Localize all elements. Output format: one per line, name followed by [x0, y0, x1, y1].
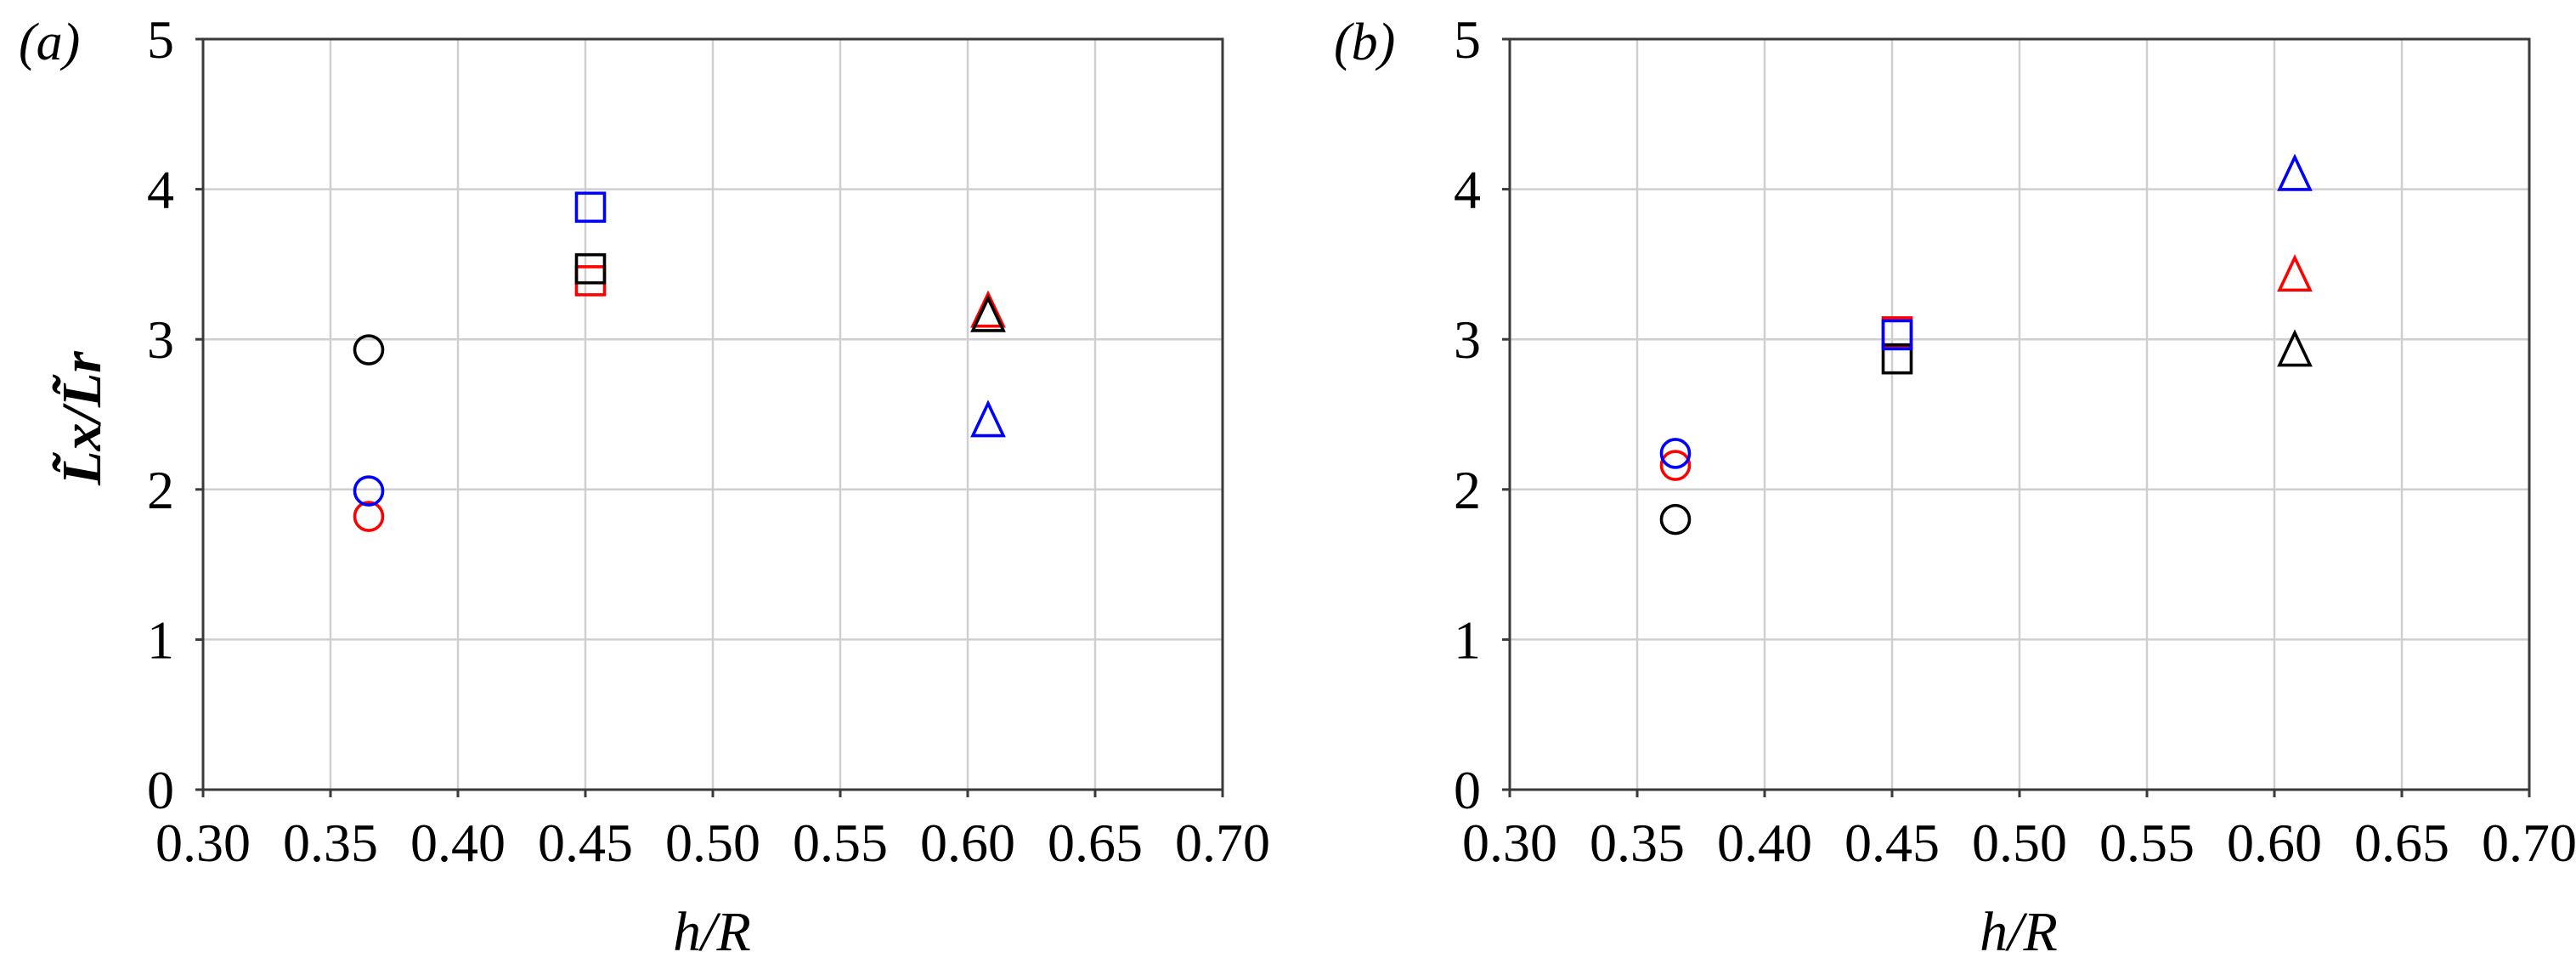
y-tick-label: 5 — [1454, 9, 1481, 70]
triangle-marker — [2277, 254, 2313, 292]
triangle-marker — [2277, 153, 2313, 191]
y-tick-label: 2 — [1454, 460, 1481, 520]
series-black — [353, 252, 1006, 366]
circle-marker — [353, 475, 385, 507]
x-tick-label: 0.65 — [1048, 813, 1143, 873]
series-blue — [353, 191, 1006, 507]
circle-marker — [1659, 438, 1692, 469]
circle-marker — [353, 501, 385, 532]
x-tick-label: 0.50 — [1972, 813, 2067, 873]
square-marker — [1881, 319, 1913, 351]
x-axis-title-b: h/R — [1980, 901, 2058, 963]
y-axis-title: L̃x/L̃r — [51, 350, 113, 486]
x-tick-label: 0.30 — [155, 813, 251, 873]
panel-a: (a) 0.30 0.35 0.40 0.45 0.50 0.55 0.60 0.65 0.70… — [19, 9, 1270, 963]
square-marker — [574, 191, 607, 224]
series-red — [1659, 254, 2313, 481]
circle-marker — [1659, 450, 1692, 481]
y-tick-label: 3 — [1454, 309, 1481, 370]
triangle-marker — [970, 400, 1006, 438]
y-tick-label: 1 — [147, 609, 174, 670]
y-tick-label: 4 — [147, 160, 174, 220]
x-tick-label: 0.70 — [2482, 813, 2576, 873]
circle-marker — [353, 334, 385, 366]
circle-marker — [1659, 503, 1692, 536]
x-tick-label: 0.40 — [1717, 813, 1812, 873]
x-tick-label: 0.45 — [1844, 813, 1940, 873]
square-marker — [574, 252, 607, 285]
x-tick-label: 0.60 — [920, 813, 1015, 873]
panel-b: (b) 0.30 0.35 0.40 0.45 0.50 0.55 0.60 0.65 0.70… — [1334, 9, 2576, 963]
triangle-marker — [970, 294, 1006, 332]
x-tick-label: 0.35 — [1590, 813, 1685, 873]
x-tick-label: 0.35 — [283, 813, 378, 873]
x-tick-label: 0.50 — [665, 813, 760, 873]
series-red — [353, 265, 1006, 532]
x-tick-label: 0.65 — [2354, 813, 2449, 873]
x-tick-label: 0.55 — [793, 813, 888, 873]
series-blue — [1659, 153, 2313, 469]
series-black — [1659, 329, 2313, 536]
x-tick-label: 0.40 — [410, 813, 506, 873]
y-tick-label: 3 — [147, 309, 174, 370]
plot-area-b: 0.30 0.35 0.40 0.45 0.50 0.55 0.60 0.65 0.70 0 1 2 3… — [1454, 9, 2576, 873]
y-tick-label: 1 — [1454, 609, 1481, 670]
triangle-marker — [2277, 329, 2313, 367]
y-tick-label: 0 — [1454, 760, 1481, 820]
y-tick-label: 5 — [147, 9, 174, 70]
x-tick-label: 0.30 — [1462, 813, 1557, 873]
x-tick-label: 0.45 — [538, 813, 633, 873]
x-tick-label: 0.55 — [2099, 813, 2195, 873]
square-marker — [574, 265, 607, 297]
y-tick-label: 2 — [147, 460, 174, 520]
square-marker — [1881, 343, 1913, 375]
panel-label-b: (b) — [1334, 14, 1395, 71]
plot-area-a: 0.30 0.35 0.40 0.45 0.50 0.55 0.60 0.65 0.70 0 1 2 3… — [147, 9, 1270, 873]
x-tick-label: 0.70 — [1175, 813, 1270, 873]
y-tick-label: 0 — [147, 760, 174, 820]
x-tick-label: 0.60 — [2227, 813, 2322, 873]
x-axis-title-a: h/R — [673, 901, 751, 963]
y-tick-label: 4 — [1454, 160, 1481, 220]
y-axis-title-text: L̃x/L̃r — [51, 350, 113, 486]
panel-label-a: (a) — [19, 14, 80, 71]
triangle-marker — [970, 290, 1006, 328]
